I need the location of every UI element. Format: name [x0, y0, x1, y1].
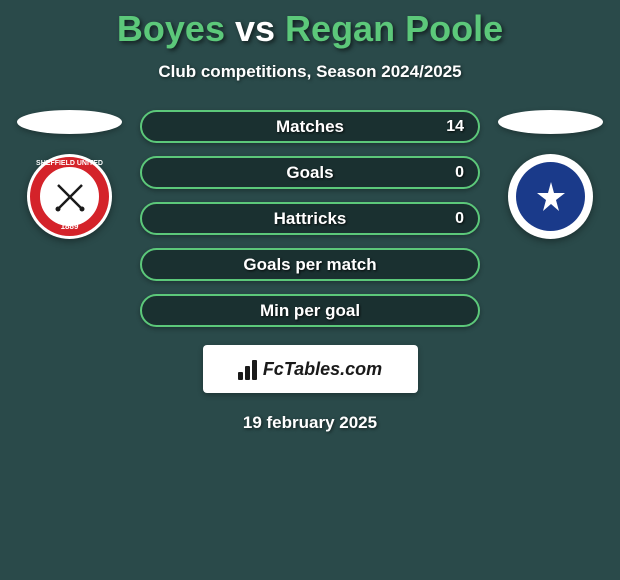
stat-bar-hattricks: Hattricks 0 [140, 202, 480, 235]
player1-name: Boyes [117, 8, 225, 49]
bars-icon [238, 358, 257, 380]
crest-year: 1889 [27, 222, 112, 231]
vs-separator: vs [235, 8, 275, 49]
right-pill-marker [498, 110, 603, 134]
date-text: 19 february 2025 [0, 413, 620, 433]
swords-icon [50, 177, 90, 217]
crest-top-text: SHEFFIELD UNITED [27, 160, 112, 167]
stat-label: Hattricks [274, 209, 347, 229]
left-team-crest: SHEFFIELD UNITED 1889 [27, 154, 112, 239]
stat-label: Min per goal [260, 301, 360, 321]
left-pill-marker [17, 110, 122, 134]
player2-name: Regan Poole [285, 8, 503, 49]
crest-inner [43, 170, 96, 223]
stat-bar-goals-per-match: Goals per match [140, 248, 480, 281]
stat-label: Matches [276, 117, 344, 137]
page-title: Boyes vs Regan Poole [0, 8, 620, 50]
stat-label: Goals per match [243, 255, 376, 275]
stat-value-right: 0 [455, 164, 464, 182]
star-moon-icon [530, 176, 572, 218]
stat-bar-min-per-goal: Min per goal [140, 294, 480, 327]
stat-bar-matches: Matches 14 [140, 110, 480, 143]
stat-bar-goals: Goals 0 [140, 156, 480, 189]
stat-value-right: 0 [455, 210, 464, 228]
crest-inner [516, 162, 585, 231]
main-row: SHEFFIELD UNITED 1889 Matches 14 Goal [0, 110, 620, 327]
left-column: SHEFFIELD UNITED 1889 [17, 110, 122, 239]
comparison-card: Boyes vs Regan Poole Club competitions, … [0, 0, 620, 433]
right-team-crest [508, 154, 593, 239]
right-column [498, 110, 603, 239]
subtitle: Club competitions, Season 2024/2025 [0, 62, 620, 82]
brand-label: FcTables.com [263, 359, 382, 380]
stats-column: Matches 14 Goals 0 Hattricks 0 Goals per… [140, 110, 480, 327]
fctables-badge[interactable]: FcTables.com [203, 345, 418, 393]
stat-value-right: 14 [446, 118, 464, 136]
stat-label: Goals [286, 163, 333, 183]
